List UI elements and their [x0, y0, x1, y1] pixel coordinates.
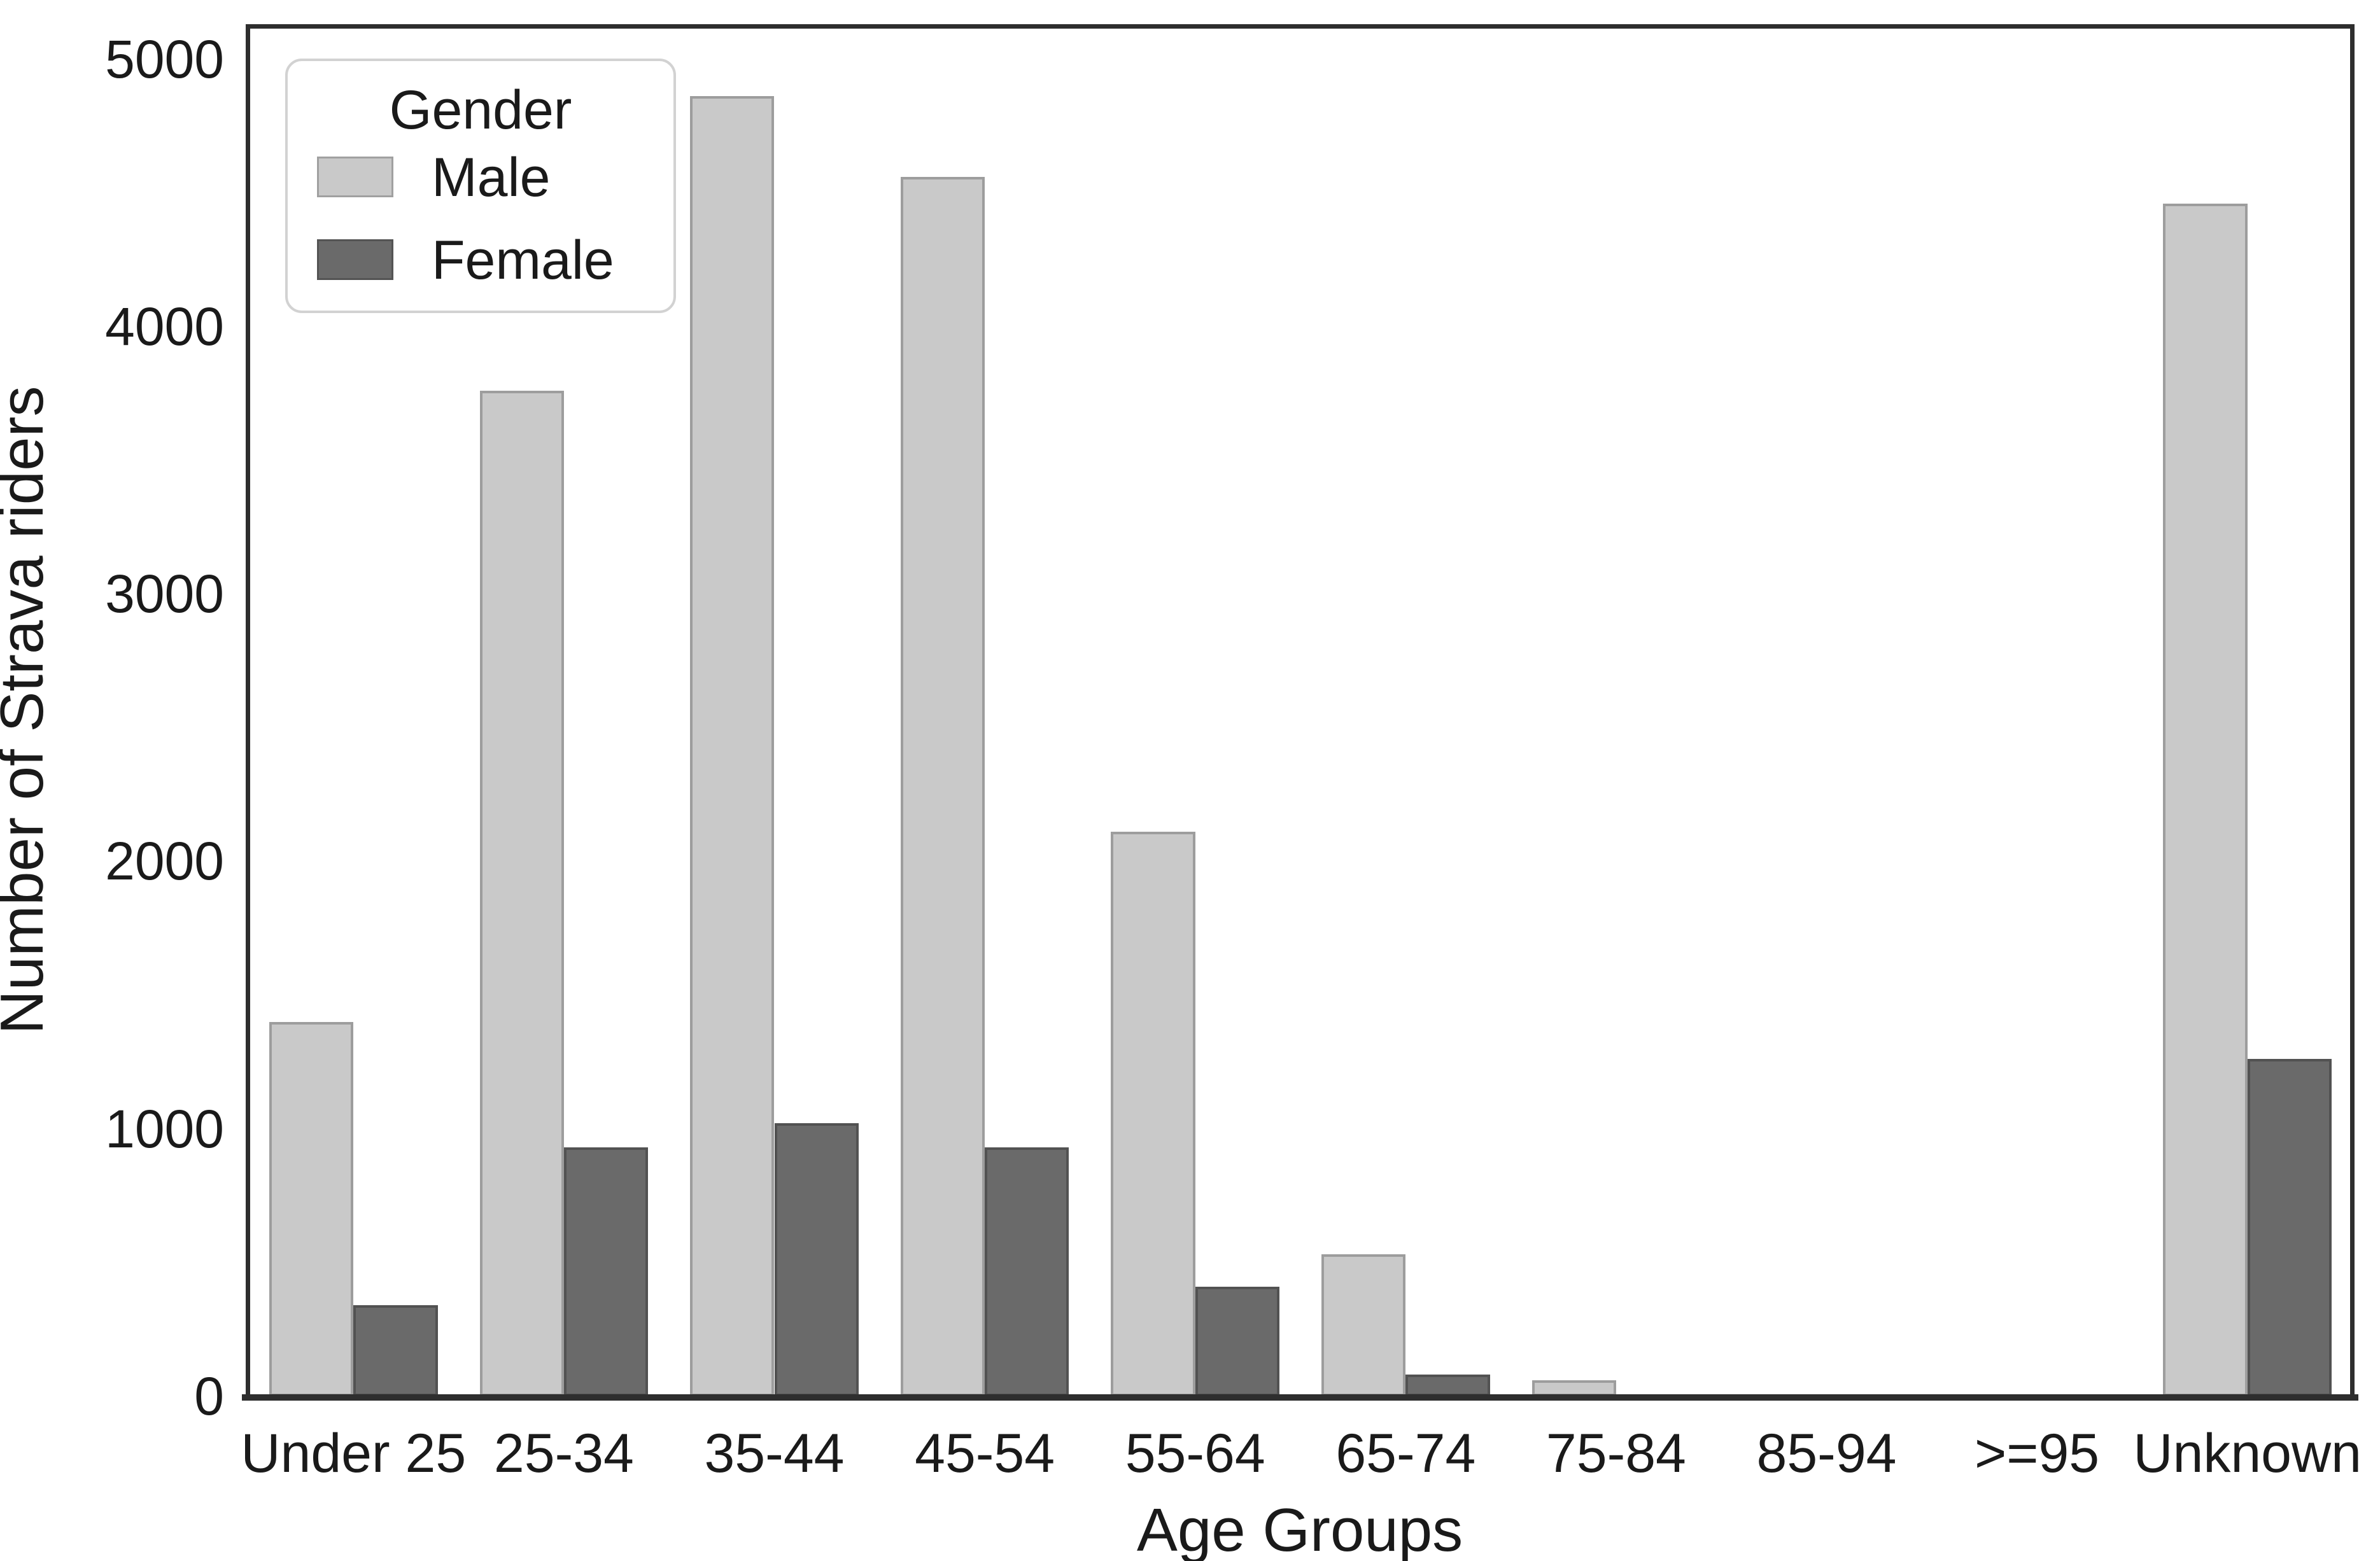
- bar-female-35-44: [774, 1123, 859, 1396]
- x-tick-label-under-25: Under 25: [241, 1423, 467, 1484]
- x-tick-label-35-44: 35-44: [704, 1423, 845, 1484]
- top-spine: [246, 24, 2355, 29]
- bar-male-25-34: [479, 390, 564, 1396]
- legend-title: Gender: [389, 80, 572, 141]
- legend: Gender Male Female: [285, 59, 676, 313]
- x-tick-label-45-54: 45-54: [915, 1423, 1055, 1484]
- y-tick-label-1000: 1000: [105, 1098, 224, 1159]
- x-tick-label-75-84: 75-84: [1546, 1423, 1686, 1484]
- female-swatch-icon: [317, 239, 393, 280]
- legend-entry-male: Male: [317, 148, 648, 207]
- bar-male-45-54: [900, 176, 985, 1396]
- bar-female-65-74: [1405, 1375, 1490, 1396]
- x-tick-label--95: >=95: [1975, 1423, 2100, 1484]
- bar-female-unknown: [2247, 1059, 2332, 1396]
- y-tick-label-3000: 3000: [105, 564, 224, 624]
- y-tick-label-2000: 2000: [105, 831, 224, 892]
- x-tick-label-unknown: Unknown: [2133, 1423, 2362, 1484]
- right-spine: [2350, 24, 2355, 1400]
- left-spine: [246, 24, 250, 1400]
- x-axis-line: [242, 1394, 2358, 1401]
- legend-entry-female: Female: [317, 230, 648, 290]
- x-tick-label-25-34: 25-34: [493, 1423, 634, 1484]
- legend-label-female: Female: [432, 230, 614, 291]
- y-tick-label-0: 0: [194, 1366, 224, 1426]
- male-swatch-icon: [317, 157, 393, 197]
- y-axis-label: Number of Strava riders: [0, 386, 56, 1035]
- x-tick-label-55-64: 55-64: [1125, 1423, 1265, 1484]
- bar-male-unknown: [2163, 203, 2248, 1396]
- bar-male-65-74: [1321, 1254, 1406, 1396]
- bar-female-25-34: [563, 1147, 649, 1396]
- bar-male-55-64: [1111, 832, 1195, 1396]
- bar-female-55-64: [1195, 1286, 1279, 1396]
- x-tick-label-85-94: 85-94: [1756, 1423, 1897, 1484]
- bar-male-under-25: [269, 1021, 354, 1396]
- x-tick-label-65-74: 65-74: [1335, 1423, 1476, 1484]
- y-tick-label-4000: 4000: [105, 296, 224, 356]
- y-tick-label-5000: 5000: [105, 29, 224, 89]
- bar-female-45-54: [985, 1147, 1069, 1396]
- bar-female-under-25: [353, 1305, 438, 1396]
- x-axis-label: Age Groups: [1136, 1496, 1463, 1561]
- legend-label-male: Male: [432, 147, 551, 208]
- bar-male-35-44: [690, 96, 775, 1396]
